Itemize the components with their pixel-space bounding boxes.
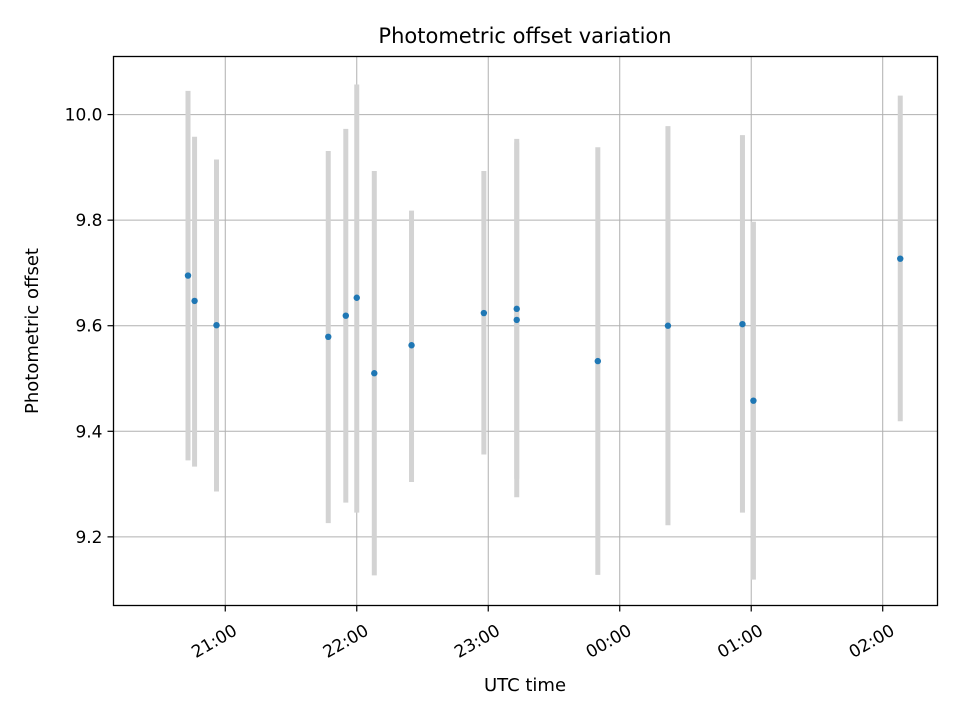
y-tick-label: 9.4 — [75, 422, 102, 442]
data-point — [353, 294, 360, 301]
data-points — [184, 255, 904, 404]
data-point — [408, 342, 415, 349]
data-point — [342, 312, 349, 319]
y-tick-label: 10.0 — [65, 106, 103, 126]
data-point — [325, 333, 332, 341]
y-tick-label: 9.2 — [75, 528, 102, 548]
data-point — [750, 397, 757, 404]
data-point — [739, 320, 746, 328]
data-point — [897, 255, 904, 262]
data-point — [513, 316, 520, 324]
y-tick-label: 9.8 — [75, 211, 102, 231]
chart-title: Photometric offset variation — [378, 24, 671, 48]
y-axis-title: Photometric offset — [22, 248, 43, 414]
x-axis-title: UTC time — [484, 675, 566, 696]
data-point — [664, 322, 672, 329]
data-point — [594, 357, 602, 365]
data-point — [513, 305, 520, 313]
y-tick-label: 9.6 — [75, 317, 102, 337]
data-point — [184, 272, 192, 279]
data-point — [213, 321, 220, 329]
data-point — [371, 370, 378, 377]
data-point — [191, 297, 198, 305]
y-axis: 9.2 9.4 9.6 9.8 10.0 — [65, 106, 114, 548]
plot-frame — [112, 55, 939, 607]
data-point — [480, 309, 488, 317]
